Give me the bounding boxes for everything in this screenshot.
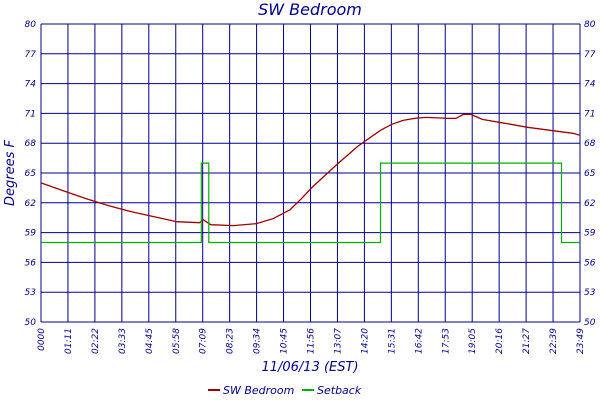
y-tick-labels-left: 50 53 56 59 62 65 68 71 74 77 80 [25,20,37,328]
y-tick-label-right: 80 [584,20,596,30]
y-axis-label: Degrees F [3,139,18,206]
x-tick-label: 09:34 [253,328,263,354]
y-tick-label-right: 65 [584,169,596,179]
y-tick-label: 74 [25,80,37,90]
y-tick-label: 50 [25,318,37,328]
x-tick-label: 13:07 [333,328,343,354]
x-tick-label: 10:45 [280,328,290,354]
y-tick-label-right: 77 [584,50,596,60]
x-tick-label: 05:58 [172,328,182,354]
y-tick-label-right: 56 [584,258,596,268]
x-tick-label: 02:22 [91,328,101,354]
y-tick-label: 53 [25,288,37,298]
y-tick-label: 68 [25,139,37,149]
y-tick-label: 62 [25,199,37,209]
x-tick-label: 15:31 [387,328,397,354]
legend-label: Setback [317,384,362,397]
x-tick-label: 01:11 [64,328,74,354]
y-tick-label-right: 50 [584,318,596,328]
x-tick-labels: 0000 01:11 02:22 03:33 04:45 05:58 07:09 08:23 0… [37,328,586,354]
x-tick-label: 21:27 [522,328,532,354]
y-tick-label: 65 [25,169,37,179]
series-line-setback [41,162,580,244]
x-tick-label: 11:56 [307,328,317,354]
x-tick-label: 14:20 [360,328,370,354]
x-tick-label: 19:05 [468,328,478,354]
x-tick-label: 04:45 [145,328,155,354]
legend: SW Bedroom Setback [208,384,362,397]
y-tick-label: 80 [25,20,37,30]
y-tick-label-right: 71 [584,109,595,119]
y-tick-label: 59 [25,229,37,239]
y-tick-label-right: 68 [584,139,596,149]
chart-title: SW Bedroom [258,0,362,19]
x-tick-label: 03:33 [118,328,128,354]
x-tick-label: 0000 [37,328,47,351]
y-tick-label-right: 62 [584,199,596,209]
y-tick-label: 56 [25,258,37,268]
x-tick-label: 20:16 [495,328,505,354]
x-tick-label: 08:23 [226,328,236,354]
y-tick-label: 77 [25,50,37,60]
series-lines [40,113,581,244]
series-line-sw-bedroom [40,113,581,227]
legend-label: SW Bedroom [223,384,294,397]
y-tick-labels-right: 50 53 56 59 62 65 68 71 74 77 80 [584,20,596,328]
y-tick-label-right: 53 [584,288,596,298]
x-axis-label: 11/06/13 (EST) [261,360,358,375]
grid [40,23,581,323]
x-tick-label: 23:49 [576,328,586,354]
x-tick-label: 17:53 [441,328,451,354]
x-tick-label: 22:39 [549,328,559,354]
y-tick-label-right: 59 [584,229,596,239]
y-tick-label: 71 [25,109,36,119]
x-tick-label: 07:09 [199,328,209,354]
y-tick-label-right: 74 [584,80,596,90]
x-tick-label: 16:42 [414,328,424,354]
